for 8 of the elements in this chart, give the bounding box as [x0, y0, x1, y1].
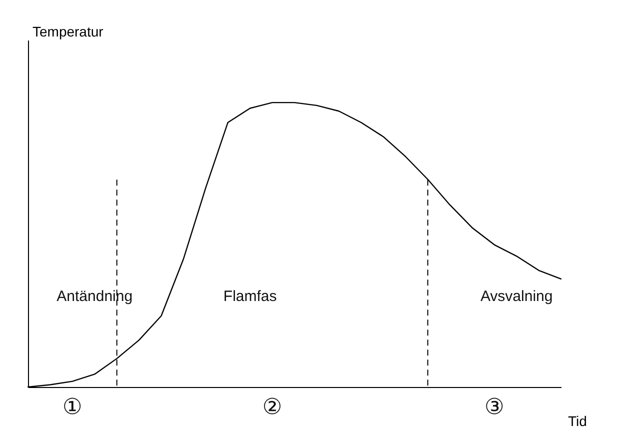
x-axis-title: Tid: [568, 413, 587, 429]
annotation: Avsvalning: [480, 288, 553, 305]
y-axis-title: Temperatur: [32, 24, 104, 40]
text: ②: [262, 394, 282, 419]
annotation: Flamfas: [223, 288, 277, 305]
annotation: Antändning: [56, 288, 133, 305]
text: ①: [62, 394, 82, 419]
text: ③: [484, 394, 504, 419]
